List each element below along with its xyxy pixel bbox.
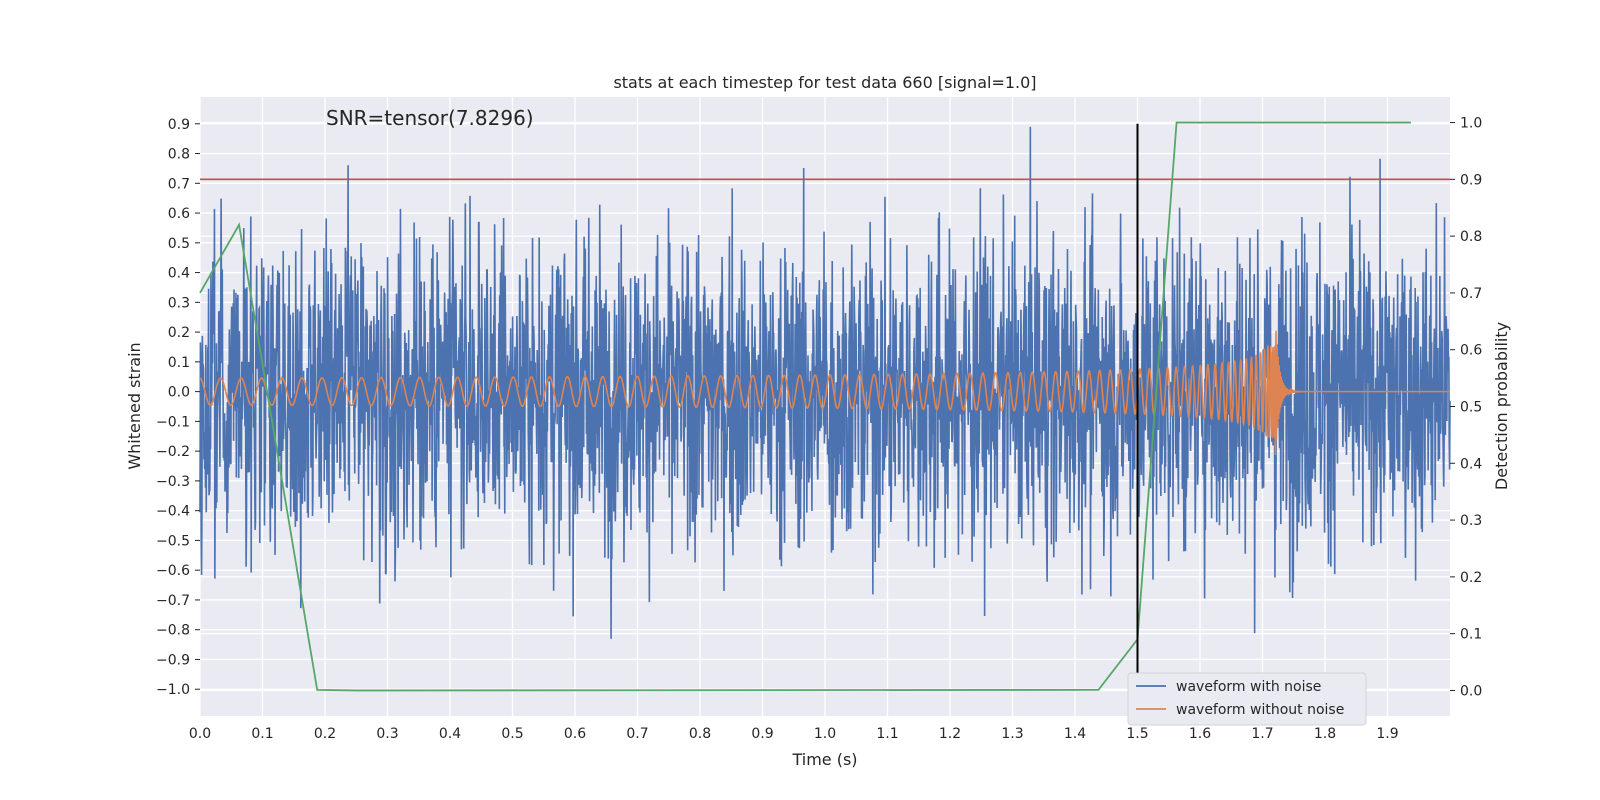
y-left-tick-label: −0.3: [156, 474, 190, 490]
y-axis-title-left: Whitened strain: [125, 342, 144, 469]
x-tick-label: 1.4: [1064, 726, 1086, 742]
x-tick-label: 1.6: [1189, 726, 1211, 742]
y-left-tick-label: −0.9: [156, 652, 190, 668]
legend-box: [1127, 672, 1367, 726]
y-left-tick-label: 0.9: [168, 117, 190, 133]
y-left-tick-label: 0.3: [168, 295, 190, 311]
series-detection-probability: [199, 121, 1411, 692]
ticks-layer: 0.0 0.1 0.2 0.3 0.4 0.5 0.6 0.7 0.8 0.9 1.0 1.1 1.2 1…: [156, 116, 1482, 742]
y-left-tick-label: 0.1: [168, 355, 190, 371]
y-right-tick-label: 0.7: [1460, 286, 1482, 302]
x-axis-title: Time (s): [791, 750, 857, 769]
y-left-tick-label: −0.1: [156, 414, 190, 430]
x-tick-label: 0.9: [751, 726, 773, 742]
y-right-tick-label: 0.3: [1460, 513, 1482, 529]
y-left-tick-label: −0.2: [156, 444, 190, 460]
y-right-tick-label: 0.4: [1460, 456, 1482, 472]
legend-label-clean: waveform without noise: [1176, 702, 1344, 718]
legend-label-noisy: waveform with noise: [1176, 679, 1321, 695]
x-tick-label: 0.5: [501, 726, 523, 742]
y-right-tick-label: 0.2: [1460, 570, 1482, 586]
x-tick-label: 0.2: [314, 726, 336, 742]
y-left-tick-label: 0.4: [168, 266, 190, 282]
x-tick-label: 0.7: [626, 726, 648, 742]
y-left-tick-label: −1.0: [156, 682, 190, 698]
y-right-tick-label: 0.9: [1460, 172, 1482, 188]
x-tick-label: 0.1: [251, 726, 273, 742]
series-layer: [199, 121, 1451, 692]
x-tick-label: 1.7: [1251, 726, 1273, 742]
y-left-tick-label: 0.6: [168, 206, 190, 222]
y-left-tick-label: 0.8: [168, 147, 190, 163]
y-left-tick-label: 0.0: [168, 385, 190, 401]
x-tick-label: 1.9: [1376, 726, 1398, 742]
x-tick-label: 0.6: [564, 726, 586, 742]
legend: waveform with noise waveform without noi…: [1127, 672, 1367, 726]
x-tick-label: 0.8: [689, 726, 711, 742]
y-right-tick-label: 0.1: [1460, 627, 1482, 643]
y-left-tick-label: −0.7: [156, 593, 190, 609]
x-tick-label: 0.4: [439, 726, 461, 742]
x-tick-label: 0.0: [189, 726, 211, 742]
x-tick-label: 1.1: [876, 726, 898, 742]
y-right-tick-label: 0.6: [1460, 343, 1482, 359]
chart-title: stats at each timestep for test data 660…: [613, 73, 1036, 92]
series-waveform-without-noise: [199, 330, 1450, 456]
x-tick-label: 1.0: [814, 726, 836, 742]
y-right-tick-label: 0.8: [1460, 229, 1482, 245]
y-left-tick-label: −0.4: [156, 504, 190, 520]
y-axis-title-right: Detection probability: [1492, 322, 1511, 490]
x-tick-label: 1.3: [1001, 726, 1023, 742]
y-left-tick-label: −0.8: [156, 623, 190, 639]
x-tick-label: 0.3: [376, 726, 398, 742]
x-tick-label: 1.8: [1314, 726, 1336, 742]
y-left-tick-label: 0.5: [168, 236, 190, 252]
y-left-tick-label: 0.7: [168, 176, 190, 192]
y-left-tick-label: −0.6: [156, 563, 190, 579]
y-left-tick-label: −0.5: [156, 533, 190, 549]
x-tick-label: 1.5: [1126, 726, 1148, 742]
snr-annotation: SNR=tensor(7.8296): [326, 106, 534, 130]
y-left-tick-label: 0.2: [168, 325, 190, 341]
series-waveform-with-noise: [199, 126, 1451, 639]
x-tick-label: 1.2: [939, 726, 961, 742]
y-right-tick-label: 1.0: [1460, 116, 1482, 132]
y-right-tick-label: 0.5: [1460, 400, 1482, 416]
y-right-tick-label: 0.0: [1460, 683, 1482, 699]
